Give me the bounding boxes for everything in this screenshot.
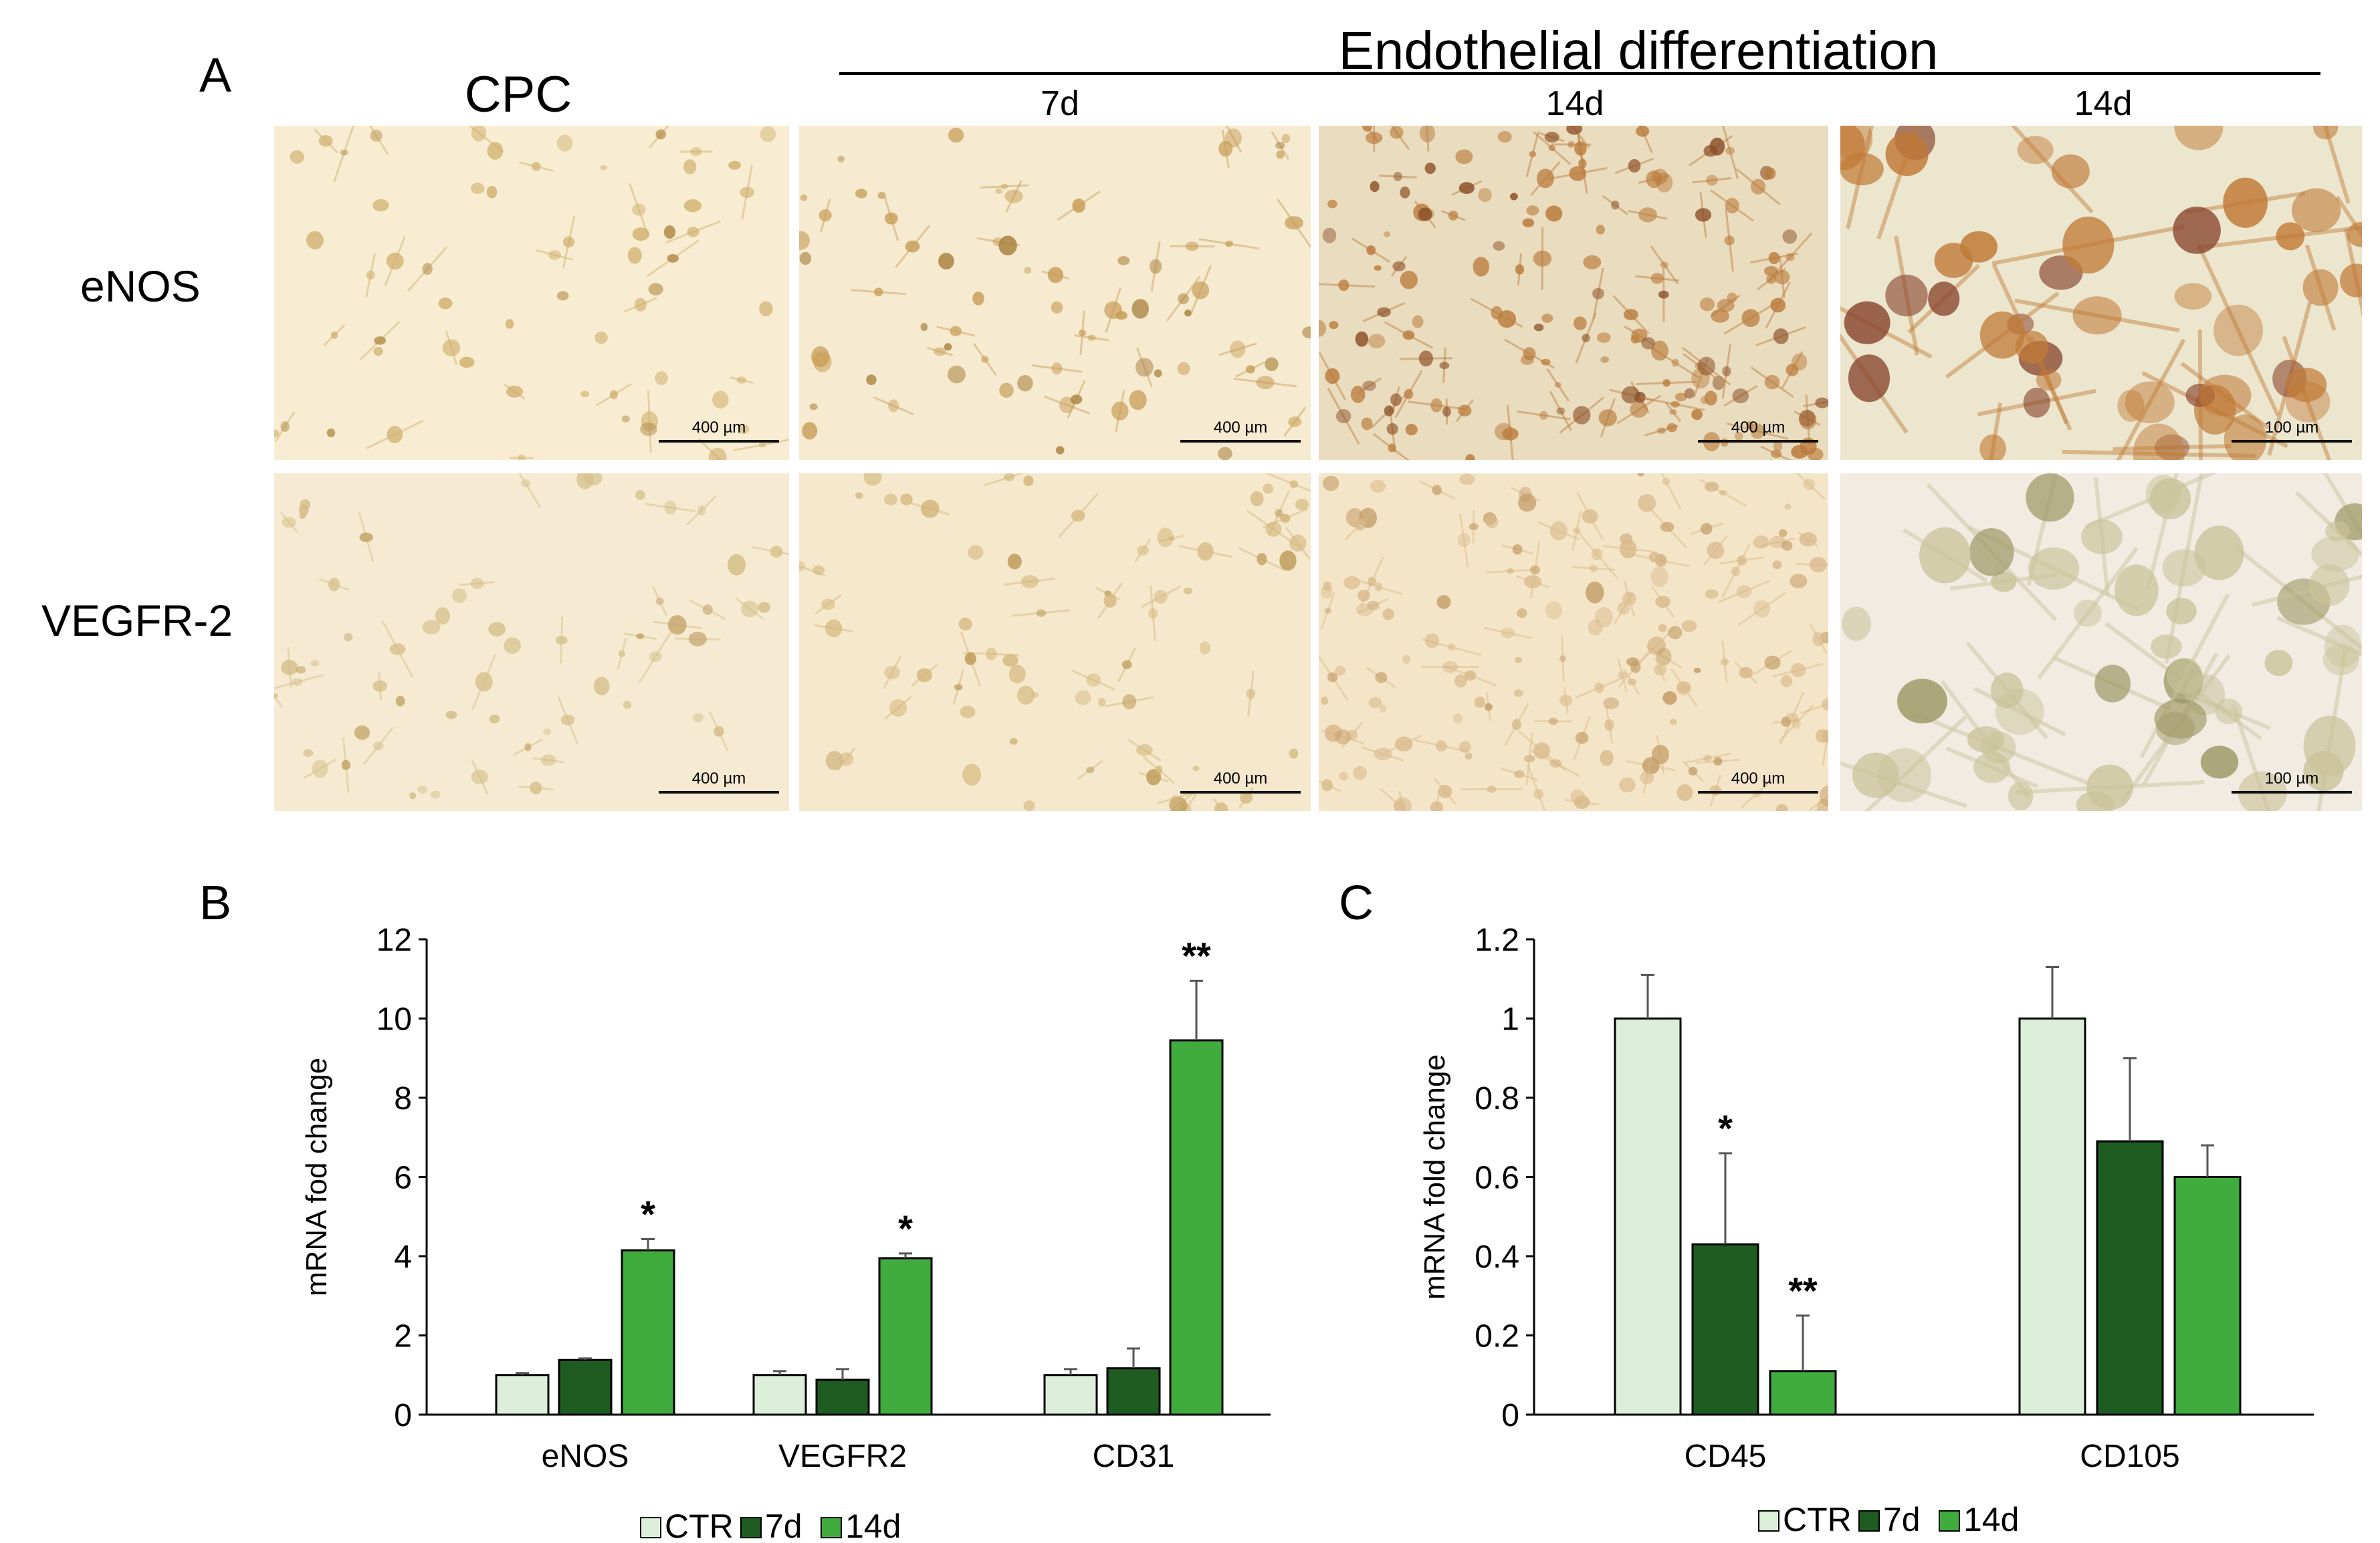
y-tick-label: 0: [1501, 1398, 1519, 1433]
bar-7d-CD45: [1691, 1243, 1759, 1416]
category-label: CD105: [2080, 1439, 2179, 1474]
scale-bar-label: 400 µm: [1731, 419, 1786, 437]
legend-label-7d: 7d: [1883, 1501, 1921, 1538]
scale-bar-label: 400 µm: [1213, 769, 1268, 788]
y-tick-label: 4: [394, 1239, 412, 1275]
scale-bar-label: 400 µm: [691, 769, 746, 788]
legend-label-14d: 14d: [1963, 1501, 2019, 1538]
micrograph-enos-2: 400 µm: [1319, 126, 1828, 460]
bar-14d-VEGFR2: [878, 1257, 933, 1416]
micrograph-vegfr-2-2: 400 µm: [1319, 473, 1828, 811]
scale-bar-label: 400 µm: [1213, 419, 1268, 437]
cpc-title: CPC: [464, 66, 572, 123]
scale-bar-line: [1180, 440, 1301, 443]
y-axis-label: mRNA fod change: [300, 1058, 333, 1296]
column-header-14d-magnified: 14d: [2074, 84, 2133, 123]
scale-bar: 400 µm: [1698, 769, 1818, 794]
bar-7d-VEGFR2: [815, 1379, 870, 1416]
row-label-enos: eNOS: [80, 261, 201, 311]
y-tick-label: 0.4: [1475, 1239, 1519, 1275]
y-tick-label: 12: [376, 923, 412, 958]
bar-14d-eNOS: [621, 1249, 675, 1416]
y-tick-label: 0.8: [1475, 1081, 1519, 1116]
group-title-rule: [839, 72, 2320, 75]
scale-bar-line: [2232, 791, 2352, 794]
bar-14d-CD45: [1769, 1370, 1837, 1416]
bar-7d-CD31: [1106, 1367, 1161, 1416]
category-label: CD31: [1093, 1439, 1175, 1474]
scale-bar: 400 µm: [659, 769, 779, 794]
scale-bar-line: [1698, 440, 1818, 443]
bar-7d-CD105: [2096, 1140, 2164, 1416]
bar-14d-CD105: [2173, 1176, 2242, 1416]
significance-marker: *: [898, 1207, 913, 1250]
panel-c-letter: C: [1339, 876, 1374, 930]
scale-bar-line: [2232, 440, 2352, 443]
y-tick-label: 0.6: [1475, 1161, 1519, 1196]
micrograph-enos-3: 100 µm: [1840, 126, 2362, 460]
scale-bar-label: 400 µm: [691, 419, 746, 437]
micrograph-vegfr-2-0: 400 µm: [274, 473, 789, 811]
bar-CTR-CD45: [1614, 1018, 1682, 1416]
group-title: Endothelial differentiation: [1338, 21, 1939, 80]
bar-CTR-CD105: [2018, 1018, 2086, 1416]
category-label: VEGFR2: [778, 1439, 907, 1474]
row-label-vegfr2: VEGFR-2: [41, 596, 233, 645]
significance-marker: **: [1182, 935, 1211, 977]
micrograph-enos-0: 400 µm: [274, 126, 789, 460]
y-tick-label: 0.2: [1475, 1319, 1519, 1354]
scale-bar: 100 µm: [2232, 769, 2352, 794]
legend-label-14d: 14d: [845, 1508, 901, 1543]
category-label: CD45: [1685, 1439, 1767, 1474]
y-tick-label: 8: [394, 1081, 412, 1116]
panel-a-letter: A: [199, 49, 232, 102]
legend-label-7d: 7d: [765, 1508, 802, 1543]
micrograph-vegfr-2-1: 400 µm: [799, 473, 1311, 811]
category-label: eNOS: [542, 1439, 629, 1474]
legend-swatch-7d: [740, 1517, 762, 1538]
panel-b-letter: B: [199, 876, 232, 930]
legend-swatch-CTR: [1758, 1510, 1779, 1532]
legend-label-CTR: CTR: [1783, 1501, 1852, 1538]
scale-bar-line: [1698, 791, 1818, 794]
significance-marker: **: [1788, 1270, 1818, 1312]
legend-swatch-7d: [1858, 1510, 1880, 1532]
legend-swatch-14d: [821, 1517, 842, 1538]
y-tick-label: 1.2: [1475, 923, 1519, 958]
column-header-7d: 7d: [1041, 84, 1079, 123]
y-axis-label: mRNA fold change: [1418, 1054, 1451, 1300]
scale-bar-line: [1180, 791, 1301, 794]
scale-bar: 400 µm: [1180, 769, 1301, 794]
scale-bar: 400 µm: [1698, 419, 1818, 443]
column-header-14d: 14d: [1545, 84, 1604, 123]
y-tick-label: 2: [394, 1319, 412, 1354]
y-tick-label: 6: [394, 1161, 412, 1196]
y-tick-label: 10: [376, 1002, 412, 1038]
legend-swatch-14d: [1939, 1510, 1960, 1532]
bar-CTR-eNOS: [495, 1374, 550, 1416]
scale-bar-label: 100 µm: [2264, 419, 2319, 437]
bar-CTR-VEGFR2: [752, 1374, 807, 1416]
scale-bar: 100 µm: [2232, 419, 2352, 443]
legend-swatch-CTR: [640, 1517, 661, 1538]
scale-bar: 400 µm: [659, 419, 779, 443]
micrograph-vegfr-2-3: 100 µm: [1840, 473, 2362, 811]
legend-label-CTR: CTR: [665, 1508, 734, 1543]
scale-bar-line: [659, 440, 779, 443]
y-tick-label: 0: [394, 1398, 412, 1433]
significance-marker: *: [641, 1193, 655, 1235]
scale-bar-label: 400 µm: [1731, 769, 1786, 788]
scale-bar-line: [659, 791, 779, 794]
significance-marker: *: [1718, 1107, 1733, 1149]
scale-bar: 400 µm: [1180, 419, 1301, 443]
scale-bar-label: 100 µm: [2264, 769, 2319, 788]
y-tick-label: 1: [1501, 1002, 1519, 1038]
micrograph-enos-1: 400 µm: [799, 126, 1311, 460]
